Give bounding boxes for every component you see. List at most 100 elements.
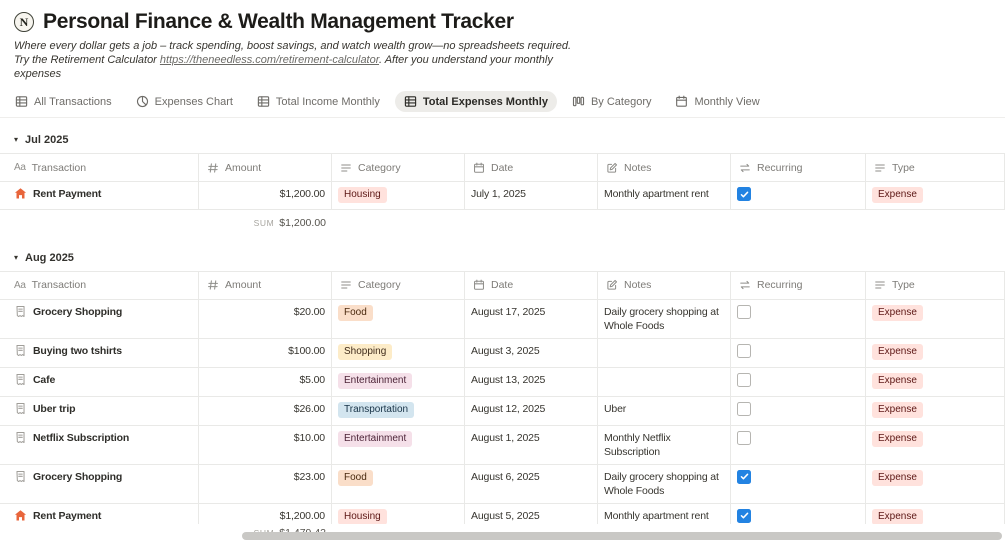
notes-cell[interactable] <box>598 367 731 396</box>
category-tag[interactable]: Food <box>338 469 373 486</box>
recurring-checkbox[interactable] <box>737 430 751 445</box>
column-header-category[interactable]: Category <box>332 154 465 181</box>
amount-cell[interactable]: $20.00 <box>199 299 332 338</box>
recurring-cell[interactable] <box>731 396 866 425</box>
column-header-date[interactable]: Date <box>465 271 598 299</box>
view-tab-all-transactions[interactable]: All Transactions <box>6 91 121 112</box>
category-tag[interactable]: Entertainment <box>338 430 413 447</box>
type-tag[interactable]: Expense <box>872 187 923 203</box>
column-header-category[interactable]: Category <box>332 271 465 299</box>
category-cell[interactable]: Entertainment <box>332 367 465 396</box>
column-header-transaction[interactable]: Aa Transaction <box>0 271 199 299</box>
type-tag[interactable]: Expense <box>872 304 923 321</box>
notes-cell[interactable]: Daily grocery shopping at Whole Foods <box>598 464 731 503</box>
transaction-cell[interactable]: Netflix Subscription <box>0 425 199 464</box>
horizontal-scrollbar-thumb[interactable] <box>242 532 1002 540</box>
type-cell[interactable]: Expense <box>866 464 1005 503</box>
recurring-cell[interactable] <box>731 503 866 530</box>
category-cell[interactable]: Transportation <box>332 396 465 425</box>
group-header[interactable]: ▾ Jul 2025 <box>0 130 1005 150</box>
type-tag[interactable]: Expense <box>872 372 923 389</box>
type-cell[interactable]: Expense <box>866 425 1005 464</box>
recurring-checkbox[interactable] <box>737 187 751 201</box>
type-cell[interactable]: Expense <box>866 396 1005 425</box>
category-cell[interactable]: Food <box>332 464 465 503</box>
column-header-notes[interactable]: Notes <box>598 271 731 299</box>
category-tag[interactable]: Food <box>338 304 373 321</box>
date-cell[interactable]: August 17, 2025 <box>465 299 598 338</box>
column-header-recurring[interactable]: Recurring <box>731 154 866 181</box>
recurring-checkbox[interactable] <box>737 508 751 523</box>
date-cell[interactable]: August 5, 2025 <box>465 503 598 530</box>
category-tag[interactable]: Housing <box>338 508 387 525</box>
collapse-toggle-icon[interactable]: ▾ <box>14 135 19 144</box>
category-cell[interactable]: Food <box>332 299 465 338</box>
date-cell[interactable]: August 3, 2025 <box>465 338 598 367</box>
column-header-type[interactable]: Type <box>866 154 1005 181</box>
view-tab-total-income-monthly[interactable]: Total Income Monthly <box>248 91 389 112</box>
column-header-date[interactable]: Date <box>465 154 598 181</box>
recurring-checkbox[interactable] <box>737 304 751 319</box>
date-cell[interactable]: August 13, 2025 <box>465 367 598 396</box>
amount-cell[interactable]: $100.00 <box>199 338 332 367</box>
recurring-checkbox[interactable] <box>737 401 751 416</box>
notes-cell[interactable]: Uber <box>598 396 731 425</box>
recurring-cell[interactable] <box>731 182 866 209</box>
column-header-notes[interactable]: Notes <box>598 154 731 181</box>
type-cell[interactable]: Expense <box>866 182 1005 209</box>
column-header-transaction[interactable]: Aa Transaction <box>0 154 199 181</box>
transaction-cell[interactable]: Grocery Shopping <box>0 464 199 503</box>
type-cell[interactable]: Expense <box>866 367 1005 396</box>
recurring-cell[interactable] <box>731 425 866 464</box>
recurring-checkbox[interactable] <box>737 469 751 484</box>
column-header-type[interactable]: Type <box>866 271 1005 299</box>
notes-cell[interactable]: Monthly apartment rent <box>598 182 731 209</box>
collapse-toggle-icon[interactable]: ▾ <box>14 252 19 262</box>
category-cell[interactable]: Housing <box>332 182 465 209</box>
date-cell[interactable]: July 1, 2025 <box>465 182 598 209</box>
transaction-cell[interactable]: Buying two tshirts <box>0 338 199 367</box>
recurring-cell[interactable] <box>731 464 866 503</box>
recurring-cell[interactable] <box>731 299 866 338</box>
view-tab-total-expenses-monthly[interactable]: Total Expenses Monthly <box>394 91 557 112</box>
recurring-checkbox[interactable] <box>737 372 751 387</box>
transaction-cell[interactable]: Cafe <box>0 367 199 396</box>
type-tag[interactable]: Expense <box>872 430 923 447</box>
category-tag[interactable]: Housing <box>338 187 387 203</box>
category-cell[interactable]: Housing <box>332 503 465 530</box>
type-cell[interactable]: Expense <box>866 338 1005 367</box>
notes-cell[interactable]: Monthly Netflix Subscription <box>598 425 731 464</box>
transaction-cell[interactable]: Rent Payment <box>0 503 199 530</box>
column-header-amount[interactable]: Amount <box>199 271 332 299</box>
category-tag[interactable]: Entertainment <box>338 372 413 389</box>
type-tag[interactable]: Expense <box>872 401 923 418</box>
type-tag[interactable]: Expense <box>872 469 923 486</box>
category-cell[interactable]: Shopping <box>332 338 465 367</box>
view-tab-by-category[interactable]: By Category <box>563 91 661 112</box>
column-header-amount[interactable]: Amount <box>199 154 332 181</box>
type-cell[interactable]: Expense <box>866 299 1005 338</box>
type-tag[interactable]: Expense <box>872 508 923 525</box>
transaction-cell[interactable]: Rent Payment <box>0 182 199 209</box>
date-cell[interactable]: August 1, 2025 <box>465 425 598 464</box>
amount-cell[interactable]: $23.00 <box>199 464 332 503</box>
transaction-cell[interactable]: Grocery Shopping <box>0 299 199 338</box>
category-tag[interactable]: Transportation <box>338 401 415 418</box>
transaction-cell[interactable]: Uber trip <box>0 396 199 425</box>
notes-cell[interactable]: Daily grocery shopping at Whole Foods <box>598 299 731 338</box>
view-tab-expenses-chart[interactable]: Expenses Chart <box>127 91 242 112</box>
retirement-calculator-link[interactable]: https://theneedless.com/retirement-calcu… <box>159 54 379 66</box>
recurring-cell[interactable] <box>731 338 866 367</box>
notes-cell[interactable]: Monthly apartment rent <box>598 503 731 530</box>
group-sum-row[interactable]: SUM $1,200.00 <box>0 210 332 236</box>
category-cell[interactable]: Entertainment <box>332 425 465 464</box>
amount-cell[interactable]: $5.00 <box>199 367 332 396</box>
notes-cell[interactable] <box>598 338 731 367</box>
recurring-checkbox[interactable] <box>737 343 751 358</box>
amount-cell[interactable]: $1,200.00 <box>199 503 332 530</box>
column-header-recurring[interactable]: Recurring <box>731 271 866 299</box>
amount-cell[interactable]: $26.00 <box>199 396 332 425</box>
amount-cell[interactable]: $1,200.00 <box>199 182 332 209</box>
date-cell[interactable]: August 12, 2025 <box>465 396 598 425</box>
group-header[interactable]: ▾ Aug 2025 <box>0 248 1005 268</box>
